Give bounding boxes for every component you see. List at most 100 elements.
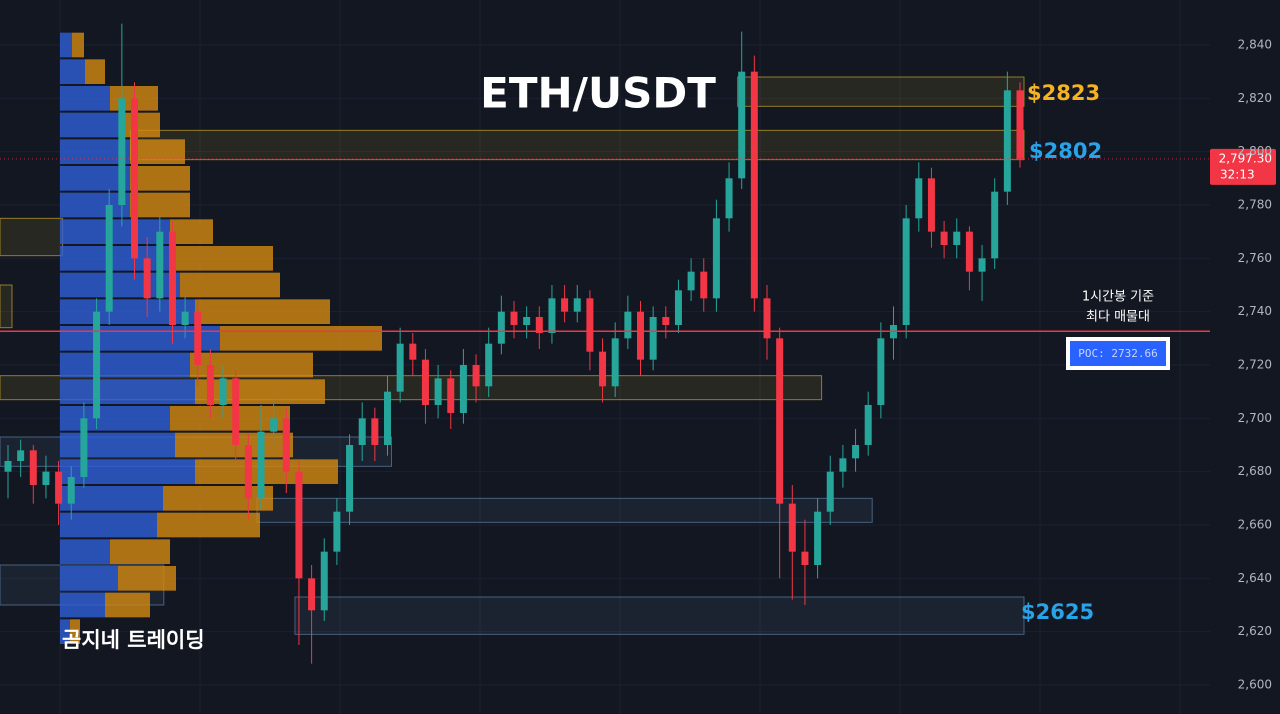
poc-note: 1시간봉 기준 — [1082, 290, 1154, 305]
candle-body — [573, 298, 581, 312]
candle-body — [447, 378, 455, 413]
candle-body — [29, 450, 37, 485]
y-tick-label: 2,740 — [1238, 304, 1272, 318]
candle-body — [295, 471, 303, 579]
candle-body — [662, 317, 670, 325]
profile-buy — [60, 219, 170, 244]
candle-body — [637, 311, 644, 360]
profile-sell — [70, 619, 80, 644]
profile-buy — [60, 486, 163, 511]
profile-sell — [85, 59, 105, 84]
candle-body — [776, 338, 784, 504]
candle-body — [4, 461, 12, 472]
candle-body — [421, 359, 429, 405]
profile-buy — [60, 32, 72, 58]
candle-body — [17, 450, 25, 461]
candle-body — [978, 258, 986, 272]
y-tick-label: 2,660 — [1238, 518, 1272, 532]
zone — [0, 217, 64, 257]
candle-body — [181, 311, 189, 325]
candle-body — [244, 445, 252, 499]
candle-body — [308, 578, 316, 611]
profile-sell — [130, 139, 185, 164]
profile-sell — [110, 539, 170, 564]
y-tick-label: 2,620 — [1238, 624, 1272, 638]
poc-note: 최다 매물대 — [1086, 310, 1150, 325]
profile-sell — [105, 592, 150, 618]
candle-body — [55, 471, 63, 504]
profile-buy — [60, 566, 118, 591]
candle-body — [940, 231, 948, 245]
profile-buy — [60, 379, 195, 404]
candle-body — [548, 298, 556, 333]
profile-buy — [60, 246, 170, 271]
candle-body — [168, 231, 176, 325]
profile-sell — [170, 219, 213, 244]
candle-body — [687, 271, 695, 291]
candle-body — [561, 298, 569, 312]
candle-body — [346, 445, 354, 512]
candle-body — [472, 365, 480, 387]
candle-body — [156, 231, 164, 299]
profile-sell — [130, 192, 190, 218]
profile-buy — [60, 592, 105, 618]
y-tick-label: 2,700 — [1238, 411, 1272, 425]
candle-body — [674, 290, 682, 325]
candle-body — [282, 418, 290, 472]
candle-body — [270, 418, 278, 432]
profile-sell — [130, 166, 190, 191]
countdown: 32:13 — [1220, 167, 1255, 181]
candle-body — [826, 471, 834, 512]
y-tick-label: 2,780 — [1238, 198, 1272, 212]
candle-body — [232, 378, 240, 445]
candle-body — [535, 317, 543, 333]
candle-body — [371, 418, 379, 445]
zone — [737, 76, 1025, 107]
candle-body — [953, 231, 961, 245]
profile-buy — [60, 326, 220, 351]
poc-tag — [1070, 341, 1166, 366]
profile-sell — [180, 272, 280, 298]
y-tick-label: 2,680 — [1238, 464, 1272, 478]
profile-sell — [170, 406, 290, 431]
candle-body — [42, 471, 50, 485]
candle-body — [396, 343, 404, 392]
candle-body — [599, 351, 607, 387]
candle-body — [93, 311, 101, 419]
candle-body — [320, 551, 328, 611]
profile-sell — [118, 566, 176, 591]
profile-buy — [60, 112, 120, 138]
candle-body — [523, 317, 531, 325]
candle-body — [131, 98, 138, 259]
candle-body — [510, 311, 518, 325]
candle-body — [624, 311, 632, 339]
candle-body — [434, 378, 442, 405]
candle-body — [194, 311, 202, 365]
candle-body — [852, 445, 860, 459]
profile-sell — [220, 326, 382, 351]
zone — [294, 596, 1025, 635]
profile-buy — [60, 86, 110, 111]
profile-buy — [60, 619, 70, 644]
candle-body — [384, 391, 391, 445]
candle-body — [738, 71, 746, 179]
profile-sell — [195, 459, 338, 484]
candle-body — [143, 258, 151, 299]
profile-sell — [72, 32, 84, 58]
candle-body — [877, 338, 885, 405]
candle-body — [750, 71, 758, 299]
candle-body — [409, 343, 417, 360]
candle-body — [801, 551, 809, 565]
candle-body — [586, 298, 594, 352]
price-annotation: $2625 — [1021, 600, 1094, 624]
watermark: 곰지네 트레이딩 — [62, 628, 205, 652]
candle-body — [788, 503, 796, 552]
profile-sell — [170, 246, 273, 271]
zone — [130, 129, 1025, 161]
profile-buy — [60, 459, 195, 484]
y-tick-label: 2,720 — [1238, 358, 1272, 372]
profile-sell — [120, 112, 160, 138]
profile-buy — [60, 406, 170, 431]
candle-body — [105, 205, 113, 312]
last-price-tag — [1210, 148, 1276, 185]
